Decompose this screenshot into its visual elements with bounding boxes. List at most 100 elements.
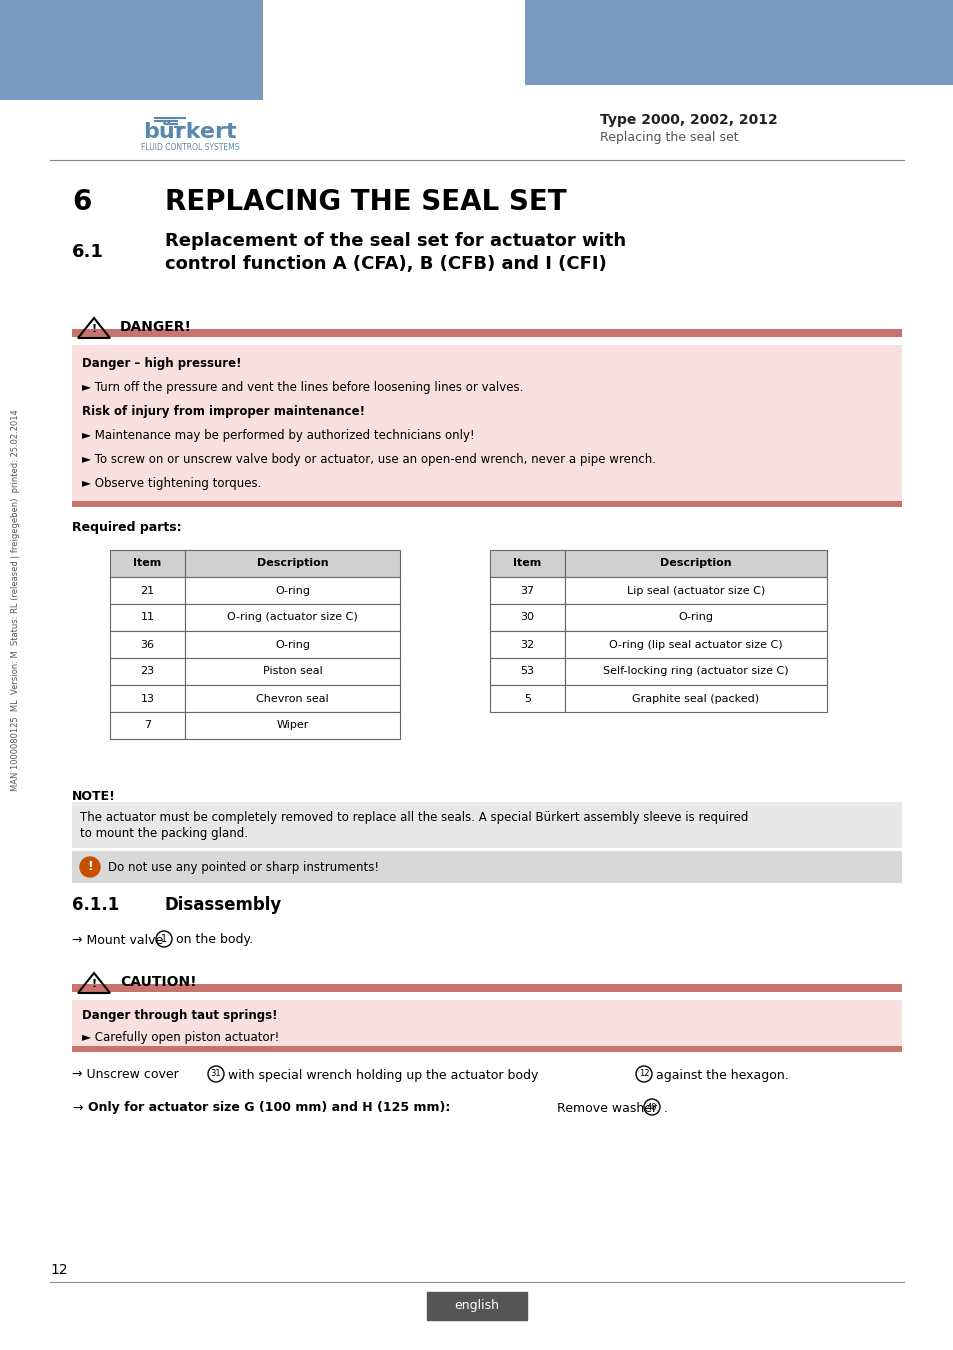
Text: Self-locking ring (actuator size C): Self-locking ring (actuator size C) xyxy=(602,667,788,676)
Text: 31: 31 xyxy=(211,1069,221,1079)
Text: REPLACING THE SEAL SET: REPLACING THE SEAL SET xyxy=(165,188,566,216)
Text: bürkert: bürkert xyxy=(143,122,236,142)
Text: Graphite seal (packed): Graphite seal (packed) xyxy=(632,694,759,703)
Text: Lip seal (actuator size C): Lip seal (actuator size C) xyxy=(626,586,764,595)
Text: 7: 7 xyxy=(144,721,151,730)
Text: 36: 36 xyxy=(140,640,154,649)
Text: Required parts:: Required parts: xyxy=(71,521,181,533)
Text: DANGER!: DANGER! xyxy=(120,320,192,333)
Text: 12: 12 xyxy=(50,1264,68,1277)
Text: 6.1.1: 6.1.1 xyxy=(71,896,119,914)
Text: Wiper: Wiper xyxy=(276,721,309,730)
Text: english: english xyxy=(454,1300,499,1312)
Bar xyxy=(185,684,399,711)
Bar xyxy=(185,549,399,576)
Text: Piston seal: Piston seal xyxy=(262,667,322,676)
Bar xyxy=(185,630,399,657)
Bar xyxy=(110,711,185,738)
Text: Disassembly: Disassembly xyxy=(165,896,282,914)
Bar xyxy=(110,603,185,630)
Text: .: . xyxy=(663,1102,667,1115)
Bar xyxy=(110,657,185,684)
Text: →: → xyxy=(71,1102,82,1115)
Text: Replacing the seal set: Replacing the seal set xyxy=(599,131,738,144)
Bar xyxy=(185,603,399,630)
Text: 6: 6 xyxy=(71,188,91,216)
Text: 23: 23 xyxy=(140,667,154,676)
Bar xyxy=(185,711,399,738)
Text: → Mount valve: → Mount valve xyxy=(71,933,163,946)
Bar xyxy=(427,1292,526,1320)
Text: O-ring: O-ring xyxy=(274,586,310,595)
Bar xyxy=(185,657,399,684)
Text: Risk of injury from improper maintenance!: Risk of injury from improper maintenance… xyxy=(82,405,365,417)
Text: !: ! xyxy=(91,979,96,990)
Text: against the hexagon.: against the hexagon. xyxy=(656,1068,788,1081)
Text: ► To screw on or unscrew valve body or actuator, use an open-end wrench, never a: ► To screw on or unscrew valve body or a… xyxy=(82,452,656,466)
Text: CAUTION!: CAUTION! xyxy=(120,975,196,990)
Text: Remove washer: Remove washer xyxy=(557,1102,657,1115)
Text: ► Turn off the pressure and vent the lines before loosening lines or valves.: ► Turn off the pressure and vent the lin… xyxy=(82,381,523,393)
Text: Description: Description xyxy=(659,559,731,568)
Text: → Unscrew cover: → Unscrew cover xyxy=(71,1068,178,1081)
Text: 37: 37 xyxy=(520,586,534,595)
Text: to mount the packing gland.: to mount the packing gland. xyxy=(80,828,248,841)
Text: 1: 1 xyxy=(161,934,167,944)
Bar xyxy=(490,576,564,603)
Text: Only for actuator size G (100 mm) and H (125 mm):: Only for actuator size G (100 mm) and H … xyxy=(88,1102,450,1115)
Text: 6.1: 6.1 xyxy=(71,243,104,261)
Text: MAN 1000080125  ML  Version: M  Status: RL (released | freigegeben)  printed: 25: MAN 1000080125 ML Version: M Status: RL … xyxy=(11,409,20,791)
Bar xyxy=(71,501,901,508)
Bar xyxy=(185,576,399,603)
Text: The actuator must be completely removed to replace all the seals. A special Bürk: The actuator must be completely removed … xyxy=(80,811,747,825)
Text: ► Carefully open piston actuator!: ► Carefully open piston actuator! xyxy=(82,1031,279,1045)
Text: Description: Description xyxy=(256,559,328,568)
Bar xyxy=(564,630,826,657)
Text: Do not use any pointed or sharp instruments!: Do not use any pointed or sharp instrume… xyxy=(108,860,378,873)
Bar xyxy=(71,984,901,992)
Bar xyxy=(71,1000,901,1052)
Text: 21: 21 xyxy=(140,586,154,595)
Text: O-ring: O-ring xyxy=(274,640,310,649)
Bar xyxy=(490,684,564,711)
Text: O-ring (actuator size C): O-ring (actuator size C) xyxy=(227,613,357,622)
Text: NOTE!: NOTE! xyxy=(71,790,115,802)
Text: !: ! xyxy=(91,324,96,333)
Text: Replacement of the seal set for actuator with: Replacement of the seal set for actuator… xyxy=(165,232,625,250)
Bar xyxy=(110,549,185,576)
Text: 40: 40 xyxy=(646,1103,657,1111)
Text: on the body.: on the body. xyxy=(175,933,253,946)
Bar xyxy=(490,657,564,684)
Bar xyxy=(490,603,564,630)
Bar xyxy=(71,802,901,848)
Text: O-ring: O-ring xyxy=(678,613,713,622)
Text: 53: 53 xyxy=(520,667,534,676)
Text: control function A (CFA), B (CFB) and I (CFI): control function A (CFA), B (CFB) and I … xyxy=(165,255,606,273)
Text: with special wrench holding up the actuator body: with special wrench holding up the actua… xyxy=(228,1068,537,1081)
Text: Item: Item xyxy=(513,559,541,568)
Text: 5: 5 xyxy=(523,694,531,703)
Text: 12: 12 xyxy=(639,1069,649,1079)
Bar xyxy=(564,657,826,684)
Circle shape xyxy=(80,857,100,878)
Bar xyxy=(110,630,185,657)
Bar xyxy=(71,346,901,508)
Bar xyxy=(564,576,826,603)
Text: 11: 11 xyxy=(140,613,154,622)
Bar xyxy=(490,549,564,576)
Bar xyxy=(71,850,901,883)
Bar xyxy=(71,1046,901,1052)
Text: 13: 13 xyxy=(140,694,154,703)
Text: Chevron seal: Chevron seal xyxy=(255,694,329,703)
Text: Danger – high pressure!: Danger – high pressure! xyxy=(82,356,241,370)
Bar xyxy=(110,576,185,603)
Text: O-ring (lip seal actuator size C): O-ring (lip seal actuator size C) xyxy=(609,640,782,649)
Text: Type 2000, 2002, 2012: Type 2000, 2002, 2012 xyxy=(599,113,777,127)
Text: 32: 32 xyxy=(520,640,534,649)
Bar xyxy=(564,684,826,711)
Bar xyxy=(110,684,185,711)
Bar xyxy=(490,630,564,657)
Text: Item: Item xyxy=(133,559,161,568)
Bar xyxy=(71,329,901,338)
Bar xyxy=(524,0,953,85)
